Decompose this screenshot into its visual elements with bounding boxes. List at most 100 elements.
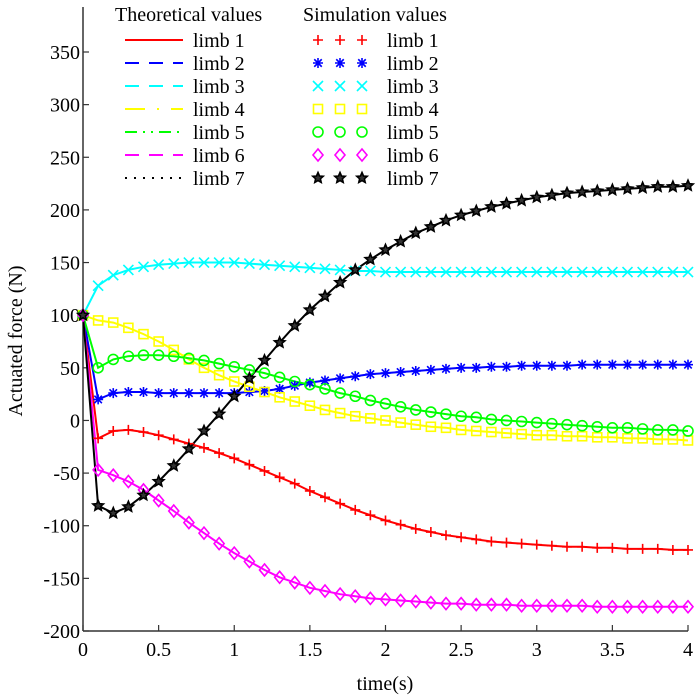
x-ticks: 0 0.5 1 1.5 2 2.5 3 3.5 4 [78, 625, 693, 661]
data-point-diamond [576, 598, 589, 613]
markers-limb-7 [75, 178, 696, 520]
data-point-star [242, 370, 257, 385]
data-point-x [652, 266, 664, 278]
data-point-plus [562, 541, 572, 552]
data-point-star [196, 423, 212, 438]
data-point-x [516, 266, 528, 278]
data-point-plus [153, 430, 164, 441]
data-point-plus [335, 35, 345, 45]
legend-header-simulation: Simulation values [303, 4, 447, 26]
data-point-asterisk [357, 58, 367, 68]
data-point-square [356, 103, 368, 115]
data-point-x [531, 266, 543, 278]
data-point-star [166, 458, 181, 472]
data-point-star [287, 318, 302, 332]
data-point-star [121, 499, 136, 513]
data-point-diamond [167, 503, 180, 519]
data-point-x [470, 266, 482, 278]
data-point-circle [470, 411, 483, 424]
data-point-star [544, 187, 560, 202]
legend-label-simulation: limb 3 [387, 76, 439, 98]
legend-label-theoretical: limb 1 [193, 30, 245, 52]
data-point-plus [93, 433, 104, 444]
data-point-diamond [560, 598, 574, 613]
data-point-circle [636, 423, 649, 435]
data-point-asterisk [274, 383, 285, 394]
data-point-x [274, 260, 286, 272]
data-point-circle [455, 410, 467, 423]
markers-limb-3 [77, 256, 694, 321]
data-point-star [257, 352, 272, 367]
data-point-star [423, 219, 439, 233]
data-point-diamond [379, 592, 392, 607]
data-point-asterisk [153, 388, 164, 399]
legend-label-simulation: limb 6 [387, 145, 439, 167]
data-point-diamond [122, 474, 135, 489]
data-point-star [354, 170, 370, 185]
series-limb-2 [82, 315, 688, 401]
data-point-plus [313, 35, 323, 45]
data-point-star [574, 184, 590, 199]
data-point-diamond [636, 599, 649, 615]
data-point-asterisk [93, 394, 104, 405]
data-point-x [107, 269, 119, 281]
y-tick-label: -100 [43, 516, 80, 538]
y-tick-label: 300 [50, 95, 80, 117]
data-point-circle [152, 349, 165, 361]
data-point-plus [259, 465, 270, 476]
legend-header-theoretical: Theoretical values [115, 4, 262, 26]
data-point-asterisk [531, 360, 542, 371]
data-point-star [620, 181, 635, 195]
data-point-square [576, 430, 588, 442]
data-point-circle [288, 375, 301, 388]
data-point-x [334, 264, 346, 276]
data-point-asterisk [304, 377, 315, 388]
data-point-diamond [303, 580, 316, 596]
data-point-plus [357, 35, 367, 45]
data-point-circle [530, 416, 543, 429]
data-point-circle [500, 414, 513, 427]
data-point-circle [198, 354, 210, 367]
data-point-square [395, 417, 406, 428]
data-point-asterisk [380, 368, 391, 379]
plot-area [75, 178, 696, 615]
data-point-star [106, 505, 121, 520]
data-point-diamond [606, 599, 619, 615]
data-point-asterisk [123, 387, 134, 398]
data-point-x [440, 266, 452, 278]
data-point-circle [409, 404, 422, 416]
data-point-diamond [651, 599, 664, 615]
data-point-x [485, 266, 497, 278]
data-point-plus [683, 544, 693, 555]
legend-label-simulation: limb 4 [387, 99, 439, 121]
x-tick-label: 1 [229, 639, 239, 661]
data-point-plus [335, 498, 346, 509]
data-point-diamond [470, 597, 483, 612]
data-point-diamond [152, 493, 165, 508]
data-point-square [501, 427, 512, 439]
data-point-circle [606, 422, 619, 434]
data-point-circle [319, 383, 331, 395]
x-tick-label: 0.5 [146, 639, 171, 661]
data-point-asterisk [577, 359, 588, 370]
y-axis-label: Actuated force (N) [5, 265, 27, 416]
data-point-star [348, 262, 363, 277]
data-point-plus [471, 534, 482, 545]
data-point-asterisk [441, 363, 451, 374]
data-point-x [379, 266, 392, 278]
data-point-circle [349, 390, 362, 403]
data-point-asterisk [501, 361, 512, 372]
data-point-plus [395, 519, 406, 530]
data-point-x [312, 80, 324, 92]
data-point-plus [289, 478, 300, 489]
data-point-star [605, 182, 620, 197]
data-point-plus [441, 530, 451, 541]
data-point-diamond [545, 598, 558, 613]
data-point-asterisk [637, 359, 648, 370]
data-point-asterisk [456, 362, 467, 373]
data-point-star [559, 185, 575, 200]
data-point-star [635, 180, 650, 194]
legend-label-simulation: limb 2 [387, 53, 439, 75]
data-point-x [576, 266, 588, 278]
